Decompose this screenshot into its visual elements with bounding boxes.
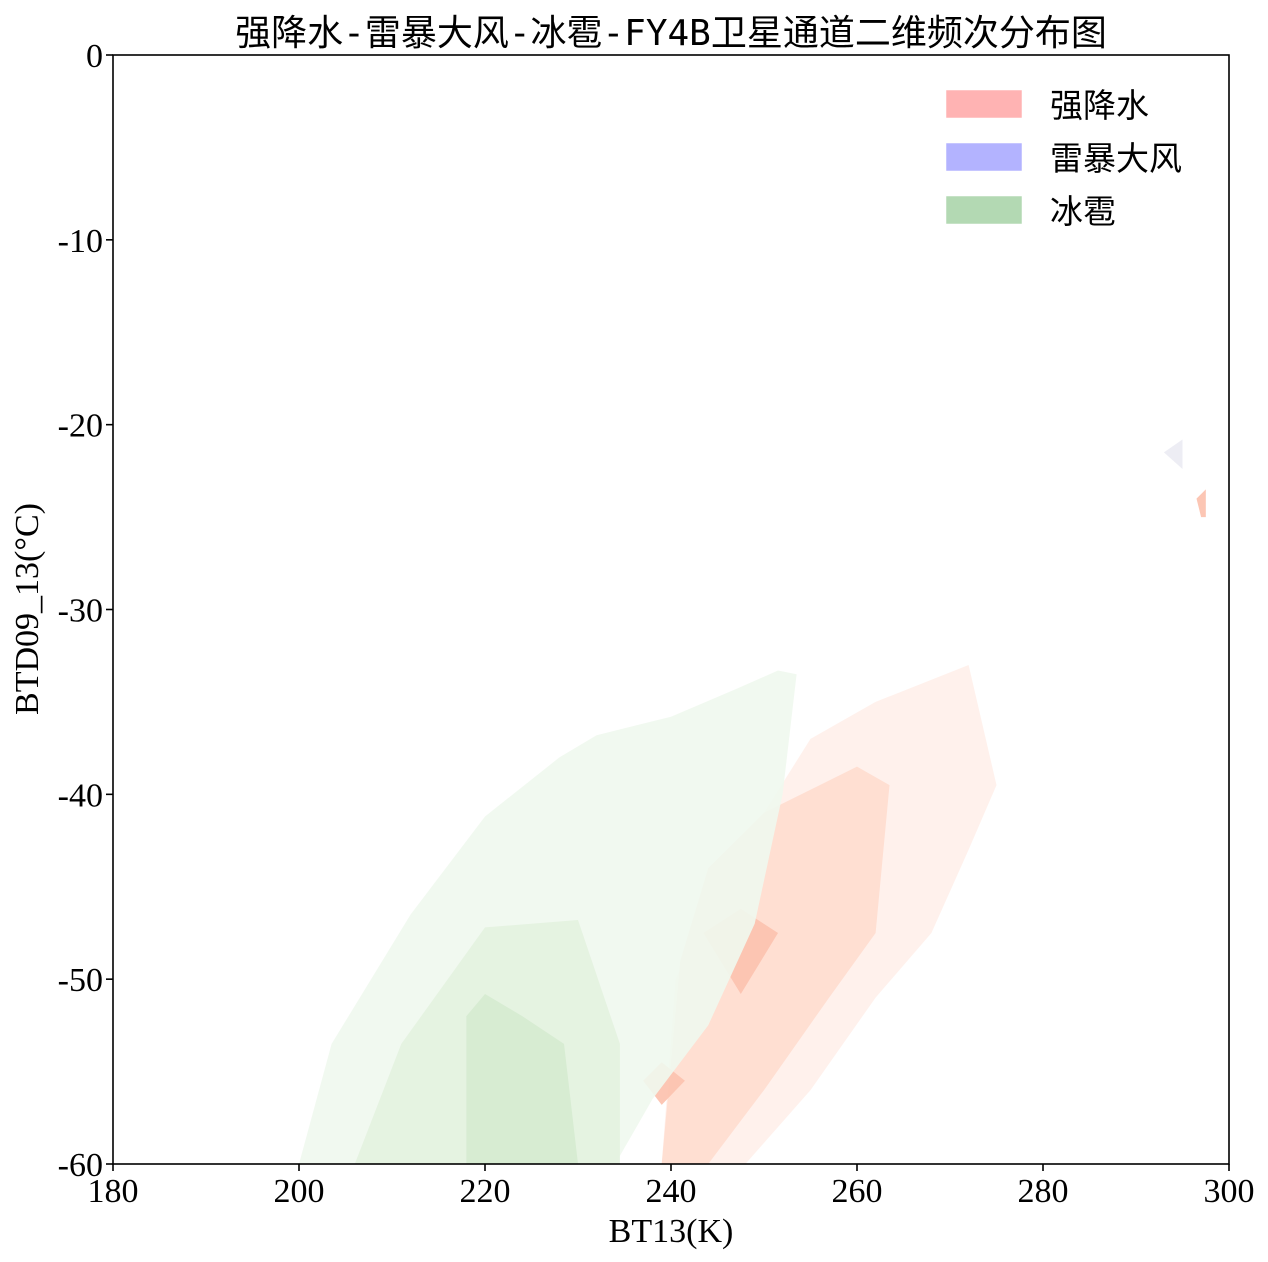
x-axis-label: BT13(K): [609, 1213, 734, 1250]
x-tick-label: 260: [832, 1173, 883, 1210]
x-tick-label: 180: [88, 1173, 139, 1210]
legend-swatch: [946, 90, 1022, 118]
y-tick-label: -60: [58, 1147, 103, 1184]
y-tick-label: -30: [58, 593, 103, 630]
legend-swatch: [946, 143, 1022, 171]
x-tick-label: 280: [1018, 1173, 1069, 1210]
x-axis: 180 200 220 240 260 280 300: [88, 1164, 1255, 1210]
x-tick-label: 200: [274, 1173, 325, 1210]
y-tick-label: -50: [58, 962, 103, 999]
y-tick-label: -40: [58, 777, 103, 814]
contour-level-s1-l3: [1163, 439, 1183, 469]
x-tick-label: 300: [1204, 1173, 1255, 1210]
x-tick-label: 220: [460, 1173, 511, 1210]
x-tick-label: 240: [646, 1173, 697, 1210]
plot-area: [299, 439, 1206, 1164]
legend-label: 强降水: [1050, 86, 1149, 125]
legend-label: 雷暴大风: [1050, 139, 1182, 178]
chart-title: 强降水-雷暴大风-冰雹-FY4B卫星通道二维频次分布图: [235, 13, 1107, 54]
y-axis: 0 -10 -20 -30 -40 -50 -60: [58, 38, 113, 1184]
contour-level-s0-l4: [1196, 489, 1206, 518]
y-tick-label: 0: [86, 38, 103, 75]
y-tick-label: -20: [58, 408, 103, 445]
legend-label: 冰雹: [1050, 192, 1116, 231]
contour-level-s2-l2: [466, 994, 578, 1164]
y-axis-label: BTD09_13(°C): [9, 503, 46, 715]
y-tick-label: -10: [58, 223, 103, 260]
legend-swatch: [946, 196, 1022, 224]
